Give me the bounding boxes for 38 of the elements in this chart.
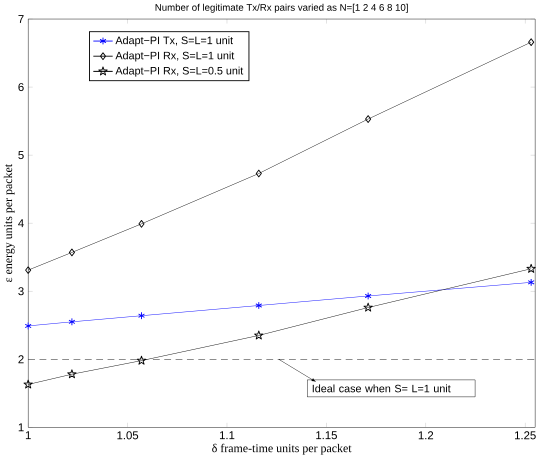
x-tick-label: 1.25	[515, 431, 536, 440]
point	[136, 356, 146, 364]
x-tick-label: 1.05	[117, 431, 138, 440]
y-tick-label: 6	[18, 82, 24, 91]
point	[526, 264, 536, 273]
x-tick-label: 1.15	[316, 431, 337, 440]
x-tick-label: 1.2	[418, 431, 434, 440]
point	[363, 302, 373, 312]
point	[138, 220, 144, 228]
point	[528, 38, 534, 46]
point	[25, 266, 32, 274]
y-tick-label: 4	[18, 219, 24, 227]
legend-label: Adapt−PI Rx, S=L=1 unit	[115, 51, 234, 62]
point	[24, 322, 32, 330]
y-tick-label: 2	[18, 355, 24, 364]
x-axis-title: δ frame-time units per packet	[212, 444, 352, 454]
annotation: Ideal case when S= L=1 unit	[312, 384, 451, 392]
legend-label: Adapt−PI Rx, S=L=0.5 unit	[115, 66, 244, 76]
y-tick-label: 3	[18, 286, 24, 296]
point	[24, 379, 33, 388]
x-tick-label: 1	[26, 431, 31, 439]
y-axis-title: ε energy units per packet	[4, 164, 15, 282]
point	[138, 312, 145, 320]
point	[255, 301, 262, 310]
point	[528, 278, 535, 286]
y-tick-label: 5	[18, 150, 24, 159]
x-tick-label: 1.1	[220, 431, 234, 439]
point	[68, 318, 76, 326]
y-tick-label: 7	[18, 14, 24, 23]
y-tick-label: 1	[18, 423, 24, 431]
point	[256, 169, 262, 178]
point	[67, 369, 77, 378]
point	[68, 248, 75, 256]
point	[364, 292, 372, 300]
legend-label: Adapt−PI Tx, S=L=1 unit	[115, 36, 234, 46]
point	[365, 114, 372, 123]
chart-title: Number of legitimate Tx/Rx pairs varied as N=[1 2 4 6 8 10]	[156, 4, 408, 13]
point	[254, 330, 264, 340]
